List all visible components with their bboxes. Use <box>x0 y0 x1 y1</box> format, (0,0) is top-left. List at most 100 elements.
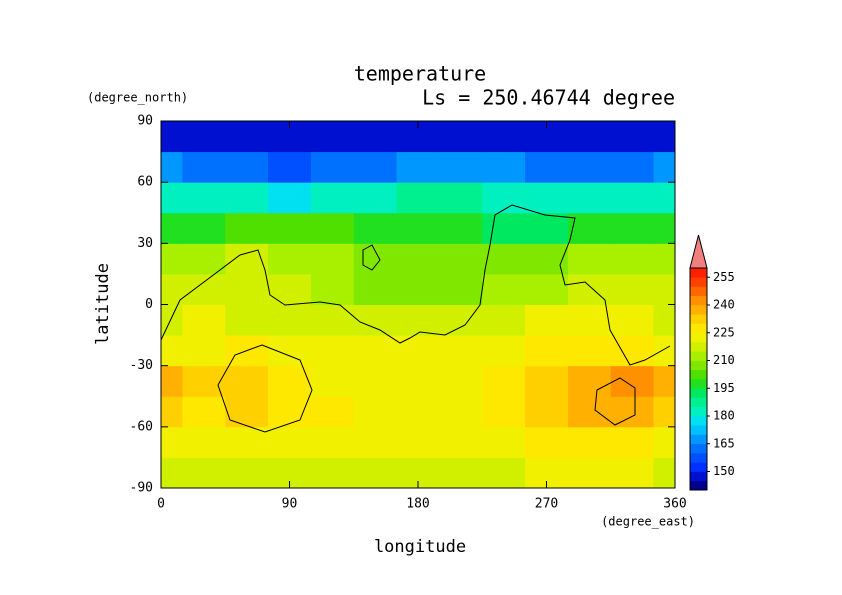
field-cell <box>482 243 526 275</box>
field-cell <box>310 182 355 214</box>
colorbar-frame <box>689 267 708 491</box>
contour-line <box>362 244 381 271</box>
field-cell <box>268 335 312 367</box>
x-tick-label: 360 <box>663 497 686 512</box>
field-cell <box>161 151 183 183</box>
field-cell <box>182 273 226 305</box>
colorbar-band <box>690 416 707 426</box>
field-cell <box>396 273 440 305</box>
colorbar-band <box>690 351 707 361</box>
field-cell <box>482 457 526 488</box>
field-cell <box>182 151 226 183</box>
field-cell <box>653 151 675 183</box>
colorbar-label: 255 <box>713 270 735 284</box>
field-cell <box>353 121 398 153</box>
field-cell <box>439 304 483 336</box>
field-cell <box>610 121 655 153</box>
field-cell <box>353 457 398 488</box>
field-cell <box>225 365 269 397</box>
field-cell <box>310 121 355 153</box>
colorbar-label: 225 <box>713 325 735 339</box>
field-cell <box>439 273 483 305</box>
colorbar-band <box>690 323 707 334</box>
field-cell <box>653 426 675 458</box>
field-cell <box>225 151 269 183</box>
field-cell <box>525 396 569 428</box>
field-cell <box>310 396 355 428</box>
field-cell <box>161 212 183 244</box>
x-tick-label: 0 <box>157 497 165 512</box>
field-cell <box>567 273 612 305</box>
field-cell <box>610 365 655 397</box>
colorbar-band <box>690 286 707 297</box>
field-cell <box>482 121 526 153</box>
field-cell <box>396 243 440 275</box>
field-cell <box>161 273 183 305</box>
field-cell <box>225 396 269 428</box>
contour-line <box>161 204 671 366</box>
field-cell <box>482 365 526 397</box>
field-cell <box>161 365 183 397</box>
field-cell <box>525 273 569 305</box>
field-cell <box>567 212 612 244</box>
field-cell <box>225 121 269 153</box>
field-cell <box>525 335 569 367</box>
field-cell <box>653 335 675 367</box>
colorbar-band <box>690 425 707 435</box>
field-cell <box>268 212 312 244</box>
field-cell <box>482 396 526 428</box>
field-cell <box>353 426 398 458</box>
y-tick-label: 0 <box>145 297 153 312</box>
field-cell <box>567 426 612 458</box>
field-cell <box>567 182 612 214</box>
colorbar-band <box>690 434 707 445</box>
colorbar-label: 240 <box>713 298 735 312</box>
field-cell <box>161 457 183 488</box>
field-cell <box>161 182 183 214</box>
colorbar-band <box>690 369 707 380</box>
field-cell <box>310 457 355 488</box>
y-tick-label: 30 <box>137 236 153 251</box>
field-cell <box>268 182 312 214</box>
colorbar-label: 210 <box>713 353 735 367</box>
field-cell <box>439 335 483 367</box>
field-cell <box>268 365 312 397</box>
field-cell <box>182 212 226 244</box>
field-cell <box>182 457 226 488</box>
field-cell <box>161 396 183 428</box>
colorbar-extend <box>689 234 708 269</box>
field-cell <box>610 151 655 183</box>
y-axis-label: latitude <box>93 263 113 345</box>
field <box>161 121 675 488</box>
field-cell <box>353 243 398 275</box>
x-tick-label: 180 <box>406 497 429 512</box>
field-cell <box>525 365 569 397</box>
field-cell <box>439 121 483 153</box>
field-cell <box>310 365 355 397</box>
field-cell <box>653 182 675 214</box>
field-cell <box>268 304 312 336</box>
field-cell <box>567 365 612 397</box>
field-cell <box>353 365 398 397</box>
field-cell <box>310 273 355 305</box>
field-cell <box>396 396 440 428</box>
field-cell <box>439 457 483 488</box>
field-cell <box>353 273 398 305</box>
field-cell <box>396 182 440 214</box>
field-cell <box>567 335 612 367</box>
field-cell <box>225 426 269 458</box>
field-cell <box>439 365 483 397</box>
field-cell <box>310 151 355 183</box>
y-tick-label: -30 <box>130 358 153 373</box>
field-cell <box>268 151 312 183</box>
field-cell <box>396 304 440 336</box>
field-cell <box>439 426 483 458</box>
field-cell <box>610 335 655 367</box>
field-cell <box>653 457 675 488</box>
field-cell <box>396 335 440 367</box>
field-cell <box>439 396 483 428</box>
field-cell <box>396 426 440 458</box>
colorbar-band <box>690 342 707 352</box>
field-cell <box>353 212 398 244</box>
field-cell <box>268 426 312 458</box>
